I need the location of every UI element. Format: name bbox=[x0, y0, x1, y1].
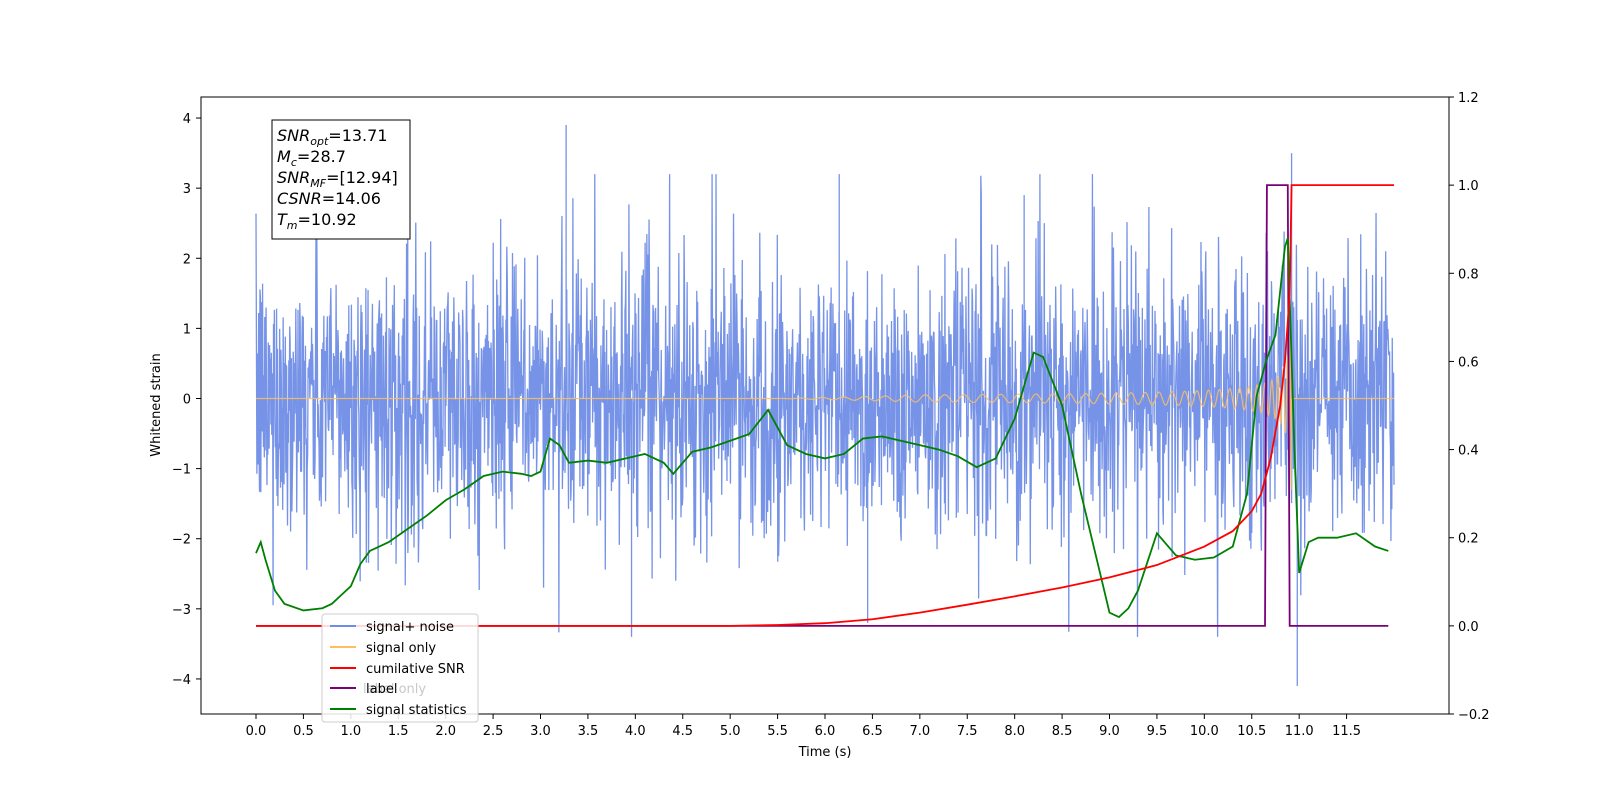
legend-label: signal statistics bbox=[366, 703, 467, 718]
x-tick-label: 0.5 bbox=[293, 724, 314, 739]
annotation-value: =14.06 bbox=[322, 189, 381, 208]
annotation-symbol: SNR bbox=[277, 168, 310, 187]
annotation-value: =28.7 bbox=[297, 147, 346, 166]
legend-frame bbox=[321, 613, 479, 723]
x-tick-label: 5.5 bbox=[767, 724, 788, 739]
y-left-tick-label: 2 bbox=[183, 252, 191, 267]
annotation-line: CSNR=14.06 bbox=[277, 189, 381, 208]
annotation-subscript: m bbox=[287, 219, 298, 232]
y-left-tick-label: 0 bbox=[183, 392, 191, 407]
x-tick-label: 11.0 bbox=[1285, 724, 1314, 739]
x-tick-label: 0.0 bbox=[246, 724, 267, 739]
x-tick-label: 3.0 bbox=[530, 724, 551, 739]
annotation-subscript: opt bbox=[310, 135, 329, 148]
x-tick-label: 5.0 bbox=[720, 724, 741, 739]
y-right-tick-label: 0.0 bbox=[1458, 620, 1479, 635]
y-right-tick-label: 1.0 bbox=[1458, 179, 1479, 194]
annotation-value: =13.71 bbox=[328, 126, 387, 145]
y-left-tick-label: 3 bbox=[183, 182, 191, 197]
y-right-tick-label: 0.6 bbox=[1458, 355, 1479, 370]
legend-label: cumilative SNR bbox=[366, 662, 465, 677]
x-tick-label: 10.0 bbox=[1190, 724, 1219, 739]
x-axis-label: Time (s) bbox=[798, 745, 852, 760]
x-tick-label: 1.0 bbox=[340, 724, 361, 739]
series-label-line bbox=[256, 184, 1389, 627]
series-signal-statistics-line bbox=[255, 237, 1389, 619]
annotation-subscript: MF bbox=[310, 177, 326, 190]
y-right-tick-label: 0.8 bbox=[1458, 267, 1479, 282]
annotation-symbol: CSNR bbox=[277, 189, 322, 208]
annotation-line: Tm=10.92 bbox=[277, 210, 357, 232]
y-axis-right: 1.2 1.0 0.8 0.6 0.4 0.2 0.0 −0.2 bbox=[1449, 91, 1490, 723]
series-layer bbox=[255, 125, 1395, 686]
legend-label-hidden: label only bbox=[363, 682, 426, 697]
legend-label: signal only bbox=[366, 641, 436, 656]
y-left-tick-label: 1 bbox=[183, 322, 191, 337]
x-tick-label: 6.5 bbox=[862, 724, 883, 739]
y-left-tick-label: −2 bbox=[172, 533, 191, 548]
annotation-symbol: T bbox=[277, 210, 288, 229]
plot-area bbox=[255, 125, 1395, 686]
series-signal-only-line bbox=[256, 315, 1394, 490]
y-left-tick-label: 4 bbox=[183, 112, 191, 127]
x-axis: 0.0 0.5 1.0 1.5 2.0 2.5 3.0 3.5 4.0 4.5 5.0 5.5 6.0 6… bbox=[246, 714, 1361, 739]
annotation-line: Mc=28.7 bbox=[277, 147, 346, 169]
x-tick-label: 10.5 bbox=[1237, 724, 1266, 739]
x-tick-label: 7.5 bbox=[957, 724, 978, 739]
annotation-value: =[12.94] bbox=[326, 168, 398, 187]
annotation-subscript: c bbox=[291, 156, 297, 169]
annotation-symbol: SNR bbox=[277, 126, 310, 145]
annotation-line: SNRMF=[12.94] bbox=[277, 168, 398, 190]
annotation-line: SNRopt=13.71 bbox=[277, 126, 388, 148]
x-tick-label: 2.0 bbox=[435, 724, 456, 739]
legend: signal+ noise signal only cumilative SNR la… bbox=[321, 613, 479, 723]
x-tick-label: 3.5 bbox=[578, 724, 599, 739]
y-right-tick-label: −0.2 bbox=[1458, 708, 1490, 723]
x-tick-label: 9.5 bbox=[1147, 724, 1168, 739]
annotation-value: =10.92 bbox=[298, 210, 357, 229]
y-right-tick-label: 1.2 bbox=[1458, 91, 1479, 106]
x-tick-label: 1.5 bbox=[388, 724, 409, 739]
x-tick-label: 4.0 bbox=[625, 724, 646, 739]
y-axis-left: 4 3 2 1 0 −1 −2 −3 −4 bbox=[172, 112, 201, 688]
annotation-box: SNRopt=13.71Mc=28.7SNRMF=[12.94]CSNR=14.… bbox=[271, 119, 411, 240]
y-right-tick-label: 0.2 bbox=[1458, 532, 1479, 547]
series-cumulative-snr-line bbox=[256, 184, 1394, 627]
x-tick-label: 7.0 bbox=[909, 724, 930, 739]
y-left-tick-label: −4 bbox=[172, 673, 191, 688]
legend-label: signal+ noise bbox=[366, 620, 454, 635]
y-right-tick-label: 0.4 bbox=[1458, 444, 1479, 459]
x-tick-label: 8.0 bbox=[1004, 724, 1025, 739]
x-tick-label: 6.0 bbox=[815, 724, 836, 739]
annotation-frame bbox=[271, 119, 411, 240]
y-left-tick-label: −3 bbox=[172, 603, 191, 618]
x-tick-label: 4.5 bbox=[672, 724, 693, 739]
x-tick-label: 11.5 bbox=[1332, 724, 1361, 739]
x-tick-label: 8.5 bbox=[1052, 724, 1073, 739]
y-axis-left-label: Whitened strain bbox=[149, 353, 164, 456]
x-tick-label: 2.5 bbox=[483, 724, 504, 739]
x-tick-label: 9.0 bbox=[1099, 724, 1120, 739]
legend-label: label bbox=[366, 682, 397, 697]
y-left-tick-label: −1 bbox=[172, 463, 191, 478]
annotation-symbol: M bbox=[277, 147, 291, 166]
